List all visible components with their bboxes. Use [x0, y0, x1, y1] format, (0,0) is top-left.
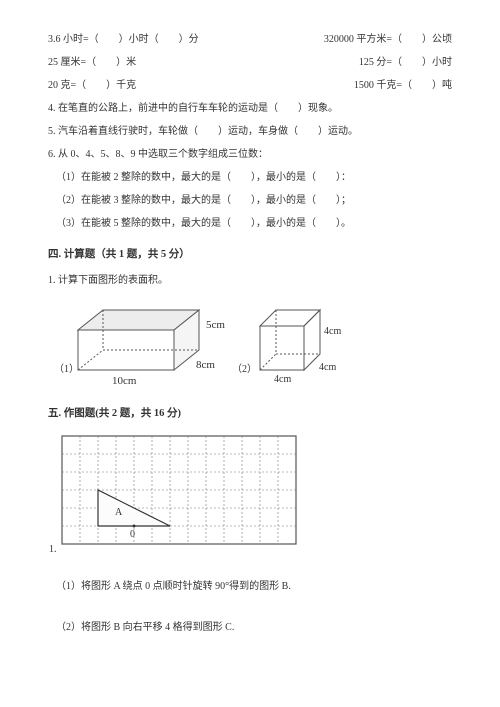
- triangle-label-0: 0: [130, 529, 135, 540]
- section-4-title: 四. 计算题（共 1 题，共 5 分）: [48, 245, 452, 265]
- conv-left: 20 克=（ ）千克: [48, 76, 136, 95]
- fig2-index: （2）: [232, 363, 257, 375]
- q6-sub1: （1）在能被 2 整除的数中，最大的是（ ），最小的是（ ）：: [48, 168, 452, 187]
- section-5-title: 五. 作图题(共 2 题，共 16 分): [48, 404, 452, 424]
- fig2-h-label: 4cm: [324, 326, 341, 337]
- conversion-row: 3.6 小时=（ ）小时（ ）分 320000 平方米=（ ）公顷: [48, 30, 452, 49]
- conv-right: 1500 千克=（ ）吨: [354, 76, 452, 95]
- sec5-sub2: （2）将图形 B 向右平移 4 格得到图形 C.: [48, 618, 452, 637]
- figures-svg: 5cm 8cm 10cm （1） 4cm 4cm 4cm （2）: [48, 300, 368, 390]
- triangle-label-a: A: [115, 507, 123, 518]
- question-6: 6. 从 0、4、5、8、9 中选取三个数字组成三位数：: [48, 145, 452, 164]
- conversion-row: 25 厘米=（ ）米 125 分=（ ）小时: [48, 53, 452, 72]
- fig1-d-label: 8cm: [196, 359, 215, 371]
- conv-right: 125 分=（ ）小时: [359, 53, 452, 72]
- conv-left: 3.6 小时=（ ）小时（ ）分: [48, 30, 199, 49]
- grid-figure: A 0 1.: [48, 430, 452, 567]
- q6-sub3: （3）在能被 5 整除的数中，最大的是（ ），最小的是（ ）。: [48, 214, 452, 233]
- conv-left: 25 厘米=（ ）米: [48, 53, 136, 72]
- sec4-q1: 1. 计算下面图形的表面积。: [48, 271, 452, 290]
- grid-q-label: 1.: [49, 544, 57, 555]
- fig2-d-label: 4cm: [319, 362, 336, 373]
- figure-1-wrap: 5cm 8cm 10cm （1） 4cm 4cm 4cm （2）: [48, 300, 452, 390]
- question-5: 5. 汽车沿着直线行驶时，车轮做（ ）运动，车身做（ ）运动。: [48, 122, 452, 141]
- conv-right: 320000 平方米=（ ）公顷: [324, 30, 452, 49]
- fig1-w-label: 10cm: [112, 375, 137, 387]
- grid-svg: A 0 1.: [48, 430, 308, 560]
- fig1-h-label: 5cm: [206, 319, 225, 331]
- question-4: 4. 在笔直的公路上，前进中的自行车车轮的运动是（ ）现象。: [48, 99, 452, 118]
- fig2-w-label: 4cm: [274, 374, 291, 385]
- conversion-row: 20 克=（ ）千克 1500 千克=（ ）吨: [48, 76, 452, 95]
- sec5-sub1: （1）将图形 A 绕点 0 点顺时针旋转 90°得到的图形 B.: [48, 577, 452, 596]
- q6-sub2: （2）在能被 3 整除的数中，最大的是（ ），最小的是（ ）；: [48, 191, 452, 210]
- fig1-index: （1）: [54, 363, 79, 375]
